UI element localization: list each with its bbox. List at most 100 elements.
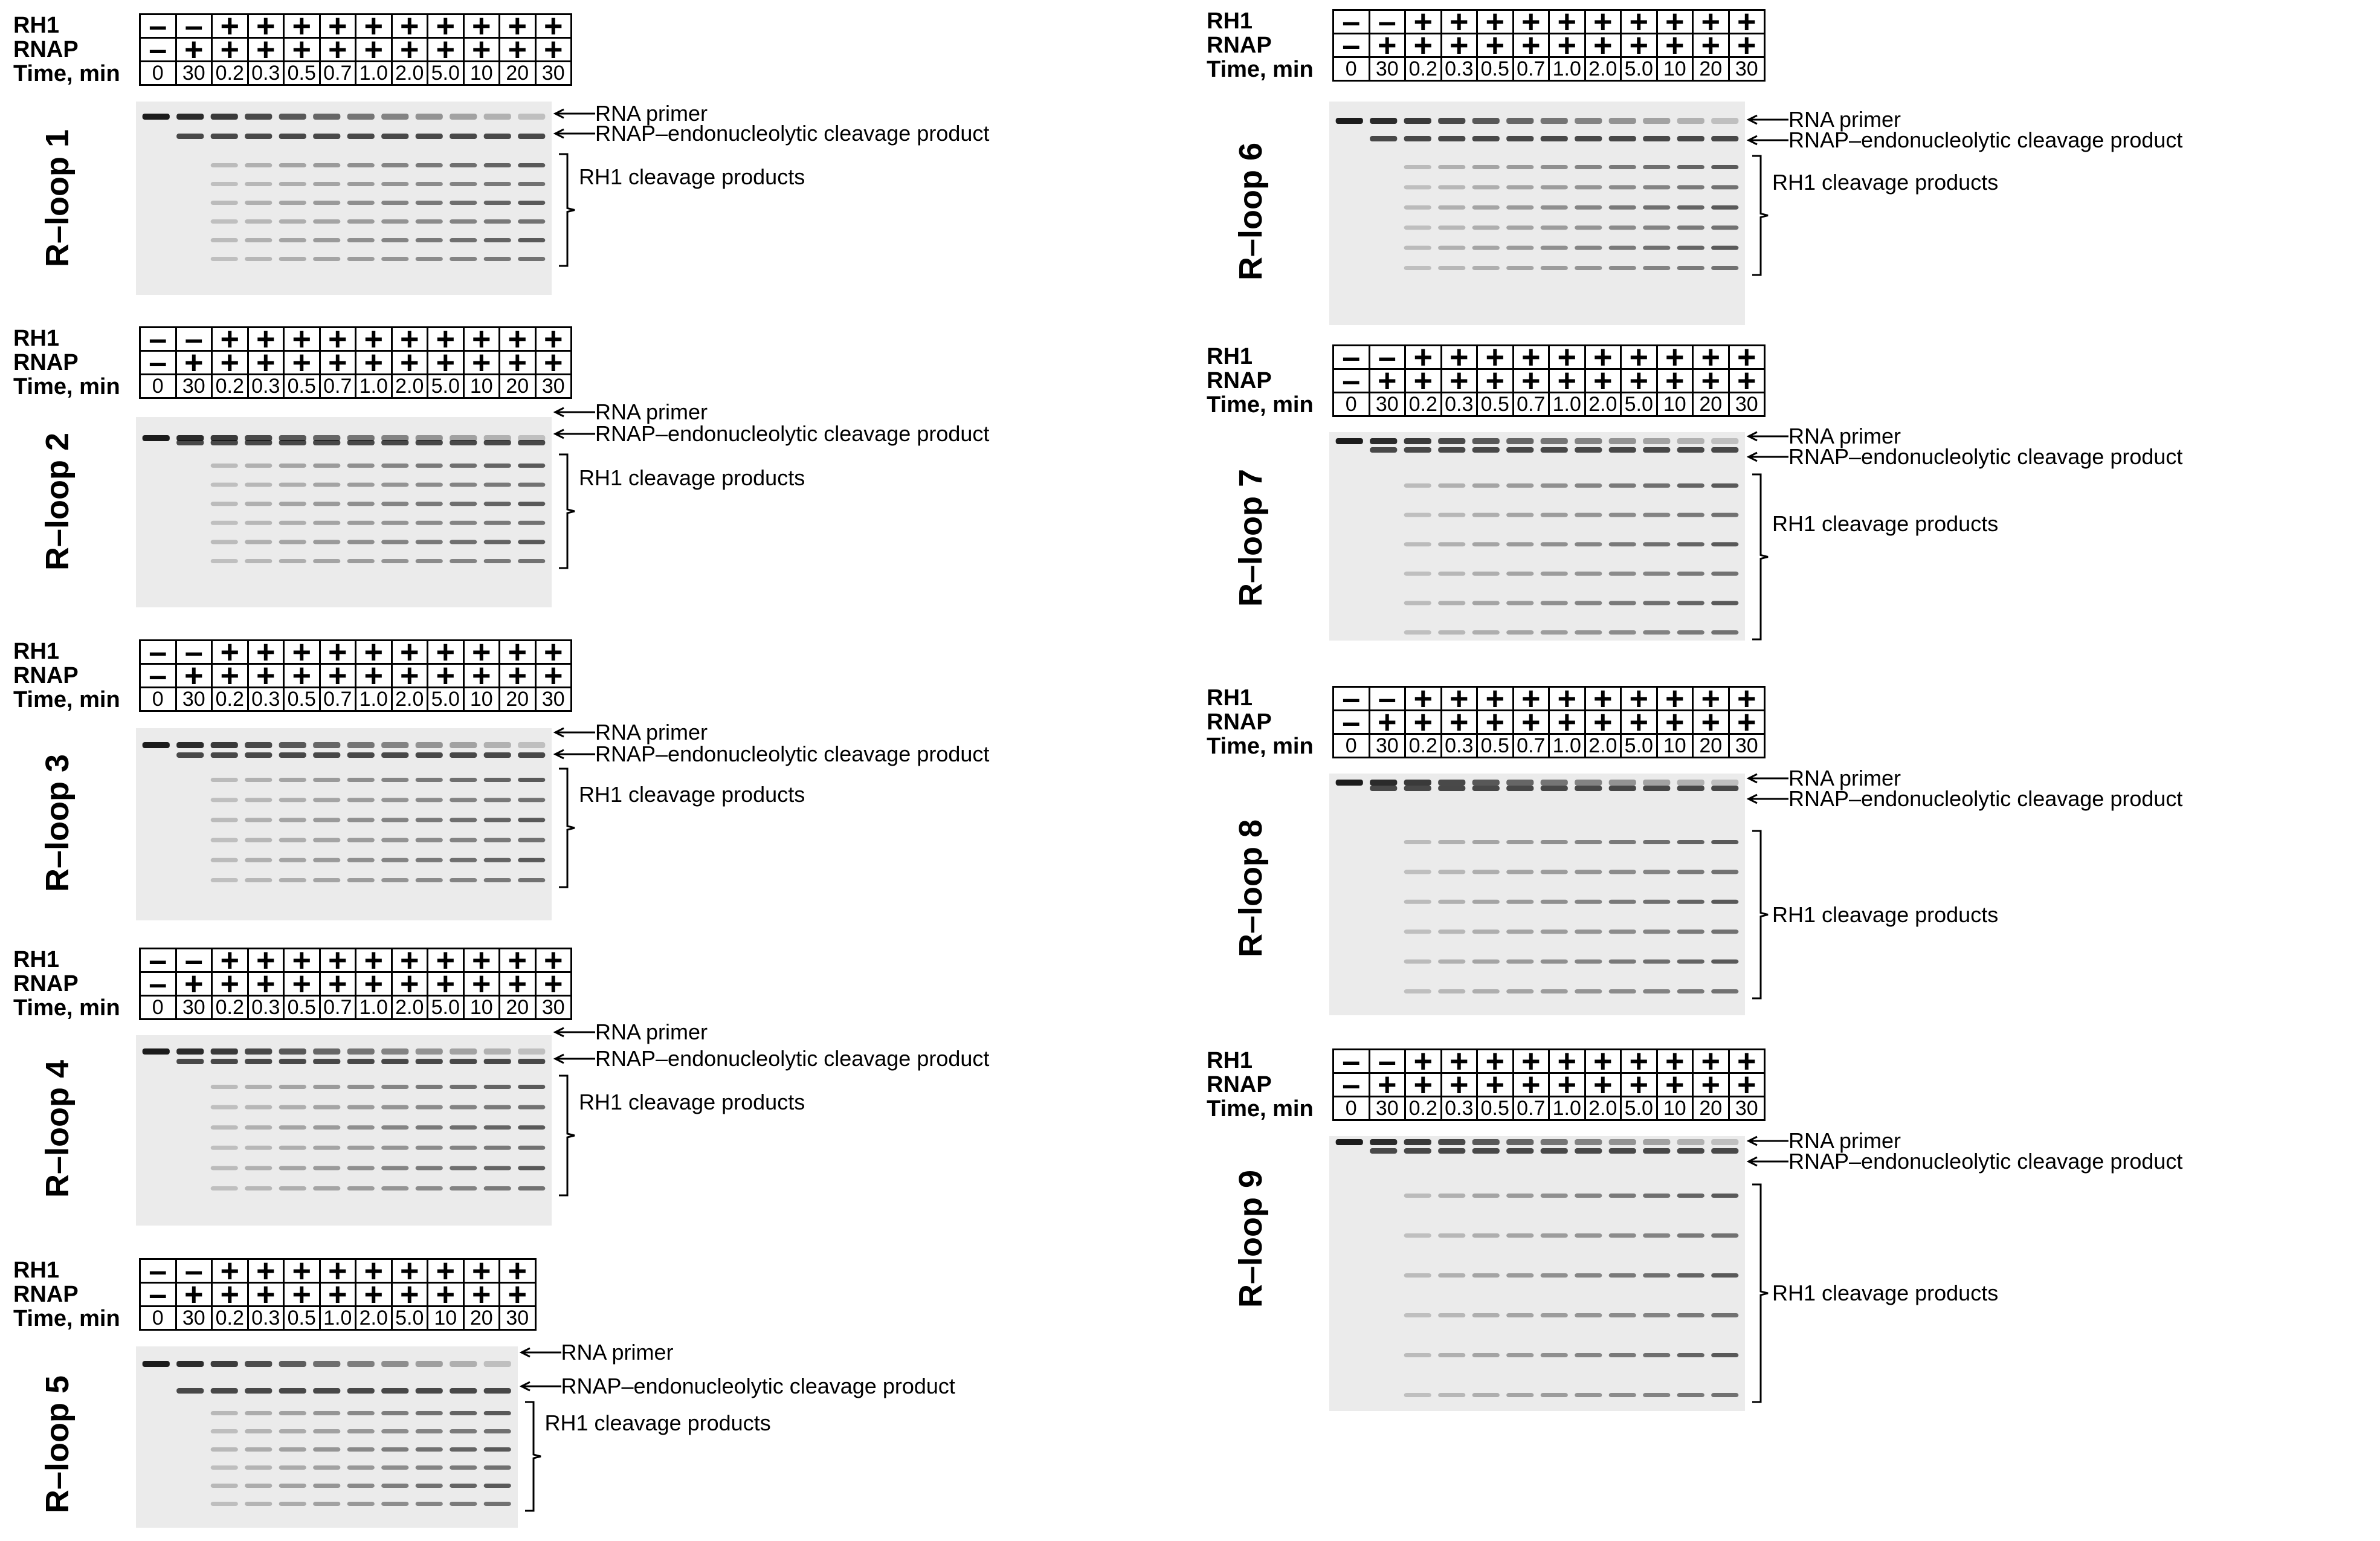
gel-band [1404,601,1431,606]
gel-band [450,1186,477,1190]
rh1-cell: – [1368,9,1406,34]
gel-band [1677,542,1704,547]
gel-band [1370,136,1398,141]
label-rnap-endonucleolytic-product: RNAP–endonucleolytic cleavage product [595,1046,990,1071]
row-label-time: Time, min [1207,392,1314,418]
gel-band [483,1429,511,1433]
gel-band [279,1447,306,1452]
rnap-cell: + [462,1282,500,1307]
gel-band [210,798,238,803]
gel-band [1575,512,1602,517]
time-cell: 0 [1332,1096,1370,1121]
gel-band [1575,571,1602,576]
gel-bands [142,435,546,563]
gel-band [210,1125,238,1130]
gel-band [450,752,477,758]
row-label-rnap: RNAP [13,971,79,997]
rh1-cell: + [355,1258,393,1284]
label-rnap-endonucleolytic-product: RNAP–endonucleolytic cleavage product [595,741,990,766]
gel-band [347,1105,375,1110]
rnap-cell: + [1584,709,1622,735]
rh1-cell: + [1476,344,1514,370]
gel-band [1677,780,1704,786]
gel-band [450,520,477,525]
rnap-cell: + [1548,709,1586,735]
gel-band [347,134,375,139]
rnap-cell: + [1440,33,1478,58]
gel-band [381,440,409,445]
gel-band [313,1145,341,1150]
gel-band [313,798,341,803]
gel-bands [1335,1139,1739,1397]
gel-band [279,778,306,782]
rnap-cell: + [283,663,321,688]
gel-band [1575,205,1602,210]
gel-band [1404,630,1431,635]
gel-bands [142,1048,546,1190]
gel-band [347,1411,375,1415]
gel-band [1711,601,1739,606]
gel-band [1575,225,1602,230]
time-cell: 2.0 [355,1305,393,1331]
gel-band [415,1484,443,1488]
gel-band [142,1361,170,1367]
gel-band [279,134,306,139]
rnap-cell: + [1584,368,1622,393]
gel-band [1506,1194,1534,1198]
gel-band [415,201,443,205]
gel-band [518,201,546,205]
gel-band [1506,1139,1534,1145]
gel-band [279,540,306,544]
gel-band [415,1502,443,1506]
rnap-cell: + [1620,1072,1658,1097]
time-cell: 2.0 [1584,733,1622,758]
rh1-cell: + [1440,1048,1478,1074]
gel-band [279,559,306,563]
gel-band [483,134,511,139]
gel-band [518,134,546,139]
gel-band [347,238,375,242]
gel-band [483,1465,511,1470]
label-rna-primer: RNA primer [595,101,708,126]
gel-band [518,238,546,242]
time-cell: 20 [1692,56,1730,82]
gel-band [518,559,546,563]
gel-band [1643,840,1671,844]
gel-band [1404,438,1431,444]
rnap-cell: + [534,971,572,997]
row-label-rh1: RH1 [13,13,60,38]
gel-band [415,440,443,445]
gel-band [1506,1393,1534,1397]
gel-band [483,878,511,882]
rh1-cell: + [355,13,393,39]
gel-band [279,1085,306,1089]
time-cell: 0.5 [283,995,321,1020]
gel-band [347,1484,375,1488]
time-cell: 1.0 [1548,56,1586,82]
row-label-rh1: RH1 [1207,1048,1253,1073]
gel-band [1370,786,1398,791]
gel-band [1575,899,1602,904]
gel-band [483,257,511,261]
gel-band [1335,1139,1363,1145]
time-cell: 0 [139,1305,177,1331]
gel-band [1575,118,1602,124]
rnap-cell: + [1476,33,1514,58]
gel-band [1438,1393,1466,1397]
gel-band [1472,1393,1500,1397]
gel-band [518,482,546,487]
rh1-cell: + [498,326,537,352]
rnap-cell: + [283,37,321,62]
gel-band [210,1502,238,1506]
rh1-cell: + [1727,9,1766,34]
gel-band [1608,266,1636,270]
gel-band [1506,1148,1534,1154]
time-cell: 30 [175,1305,213,1331]
gel-band [415,1388,443,1394]
gel-band [245,182,273,186]
gel-band [1643,542,1671,547]
gel-band [450,1105,477,1110]
gel-band [483,520,511,525]
time-cell: 30 [1368,56,1406,82]
gel-band [518,838,546,842]
